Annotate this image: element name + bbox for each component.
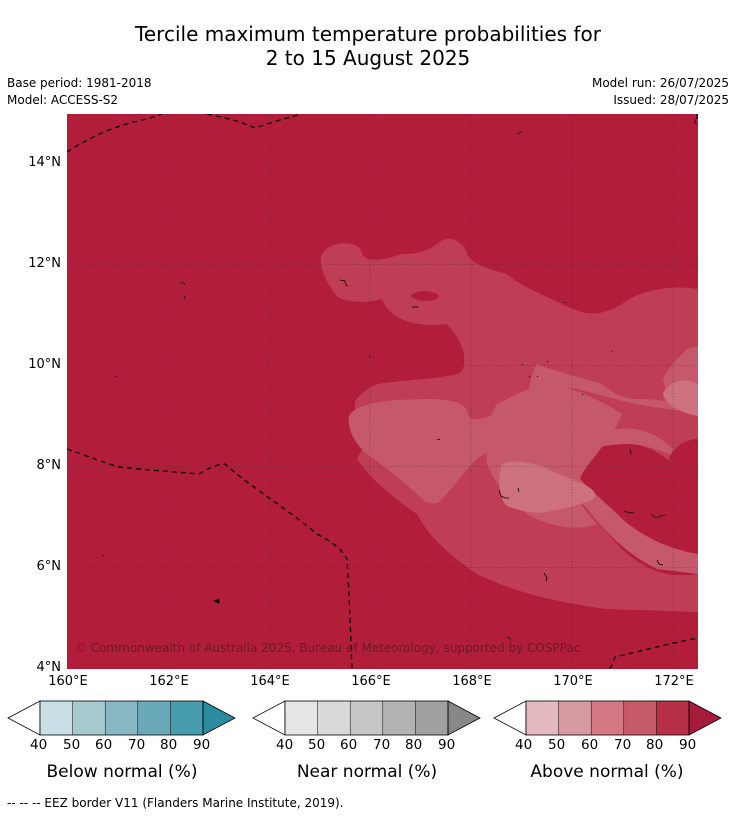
lat-tick-12: 12°N <box>28 256 61 271</box>
islands <box>101 119 696 640</box>
lon-tick-172: 172°E <box>654 674 694 689</box>
cb3-tick-80: 80 <box>646 737 664 753</box>
eez-borders <box>67 114 698 669</box>
cb1-tick-70: 70 <box>128 737 146 753</box>
chart-title-line2: 2 to 15 August 2025 <box>265 46 471 70</box>
cb3-tick-50: 50 <box>548 737 566 753</box>
lon-tick-166: 166°E <box>351 674 391 689</box>
cb3-tick-60: 60 <box>581 737 599 753</box>
map-gridlines <box>67 114 698 669</box>
colorbar-2-segment <box>285 701 318 735</box>
lat-tick-8: 8°N <box>36 458 62 473</box>
colorbar-3-segment <box>623 701 657 735</box>
model-run: Model run: 26/07/2025 <box>591 76 729 90</box>
lon-tick-170: 170°E <box>553 674 593 689</box>
lon-tick-164: 164°E <box>250 674 290 689</box>
copyright-notice: © Commonwealth of Australia 2025, Bureau… <box>75 641 580 655</box>
contour-above-90-east-spot <box>669 439 698 466</box>
colorbar-1-segment <box>105 701 138 735</box>
issued-date: Issued: 28/07/2025 <box>613 93 729 107</box>
colorbar-1-segment <box>170 701 203 735</box>
cb2-tick-40: 40 <box>276 737 294 753</box>
footer-legend: -- -- -- EEZ border V11 (Flanders Marine… <box>7 796 344 810</box>
cb2-tick-90: 90 <box>438 737 456 753</box>
lat-tick-4: 4°N <box>36 660 62 675</box>
lon-tick-168: 168°E <box>452 674 492 689</box>
colorbar-3-segment <box>591 701 624 735</box>
cb2-tick-70: 70 <box>373 737 391 753</box>
colorbars <box>7 700 722 736</box>
colorbar-3-segment <box>656 701 689 735</box>
colorbar-1-max-arrow <box>202 700 236 736</box>
colorbar-2-outline <box>284 700 449 736</box>
lat-tick-6: 6°N <box>36 559 62 574</box>
colorbar-2-segment <box>382 701 416 735</box>
colorbar-3-segment <box>558 701 592 735</box>
cb3-tick-90: 90 <box>679 737 697 753</box>
cb1-tick-80: 80 <box>160 737 178 753</box>
cb1-tick-60: 60 <box>95 737 113 753</box>
colorbar-2-max-arrow <box>447 700 481 736</box>
cb2-tick-80: 80 <box>405 737 423 753</box>
cb1-tick-50: 50 <box>63 737 81 753</box>
contour-above-90-spot <box>410 291 439 302</box>
cb1-tick-40: 40 <box>30 737 48 753</box>
colorbar-1-min-arrow <box>7 700 41 736</box>
cb2-tick-50: 50 <box>308 737 326 753</box>
colorbar-1-outline <box>39 700 204 736</box>
colorbar-3-outline <box>525 700 690 736</box>
cb2-title: Near normal (%) <box>296 762 438 782</box>
contour-above-60-east <box>663 380 698 416</box>
colorbar-1-segment <box>72 701 106 735</box>
lon-tick-162: 162°E <box>149 674 189 689</box>
probability-map: © Commonwealth of Australia 2025, Bureau… <box>67 114 698 669</box>
colorbar-1-segment <box>137 701 171 735</box>
colorbar-3-segment <box>526 701 559 735</box>
lat-tick-10: 10°N <box>28 357 61 372</box>
colorbar-2-segment <box>415 701 448 735</box>
colorbar-1-segment <box>40 701 73 735</box>
contour-above-60 <box>499 461 596 513</box>
cb3-tick-40: 40 <box>515 737 533 753</box>
colorbar-2-min-arrow <box>252 700 286 736</box>
cb3-title: Above normal (%) <box>530 762 684 782</box>
lat-tick-14: 14°N <box>28 155 61 170</box>
colorbar-3-min-arrow <box>493 700 527 736</box>
cb1-tick-90: 90 <box>193 737 211 753</box>
cb3-tick-70: 70 <box>614 737 632 753</box>
cb2-tick-60: 60 <box>340 737 358 753</box>
base-period: Base period: 1981-2018 <box>7 76 152 90</box>
cb1-title: Below normal (%) <box>46 762 198 782</box>
lon-tick-160: 160°E <box>48 674 88 689</box>
contour-above-70 <box>348 364 698 574</box>
colorbar-3-max-arrow <box>688 700 722 736</box>
model-name: Model: ACCESS-S2 <box>7 93 119 107</box>
colorbar-2-segment <box>350 701 383 735</box>
colorbar-2-segment <box>317 701 351 735</box>
chart-title-line1: Tercile maximum temperature probabilitie… <box>135 22 601 46</box>
